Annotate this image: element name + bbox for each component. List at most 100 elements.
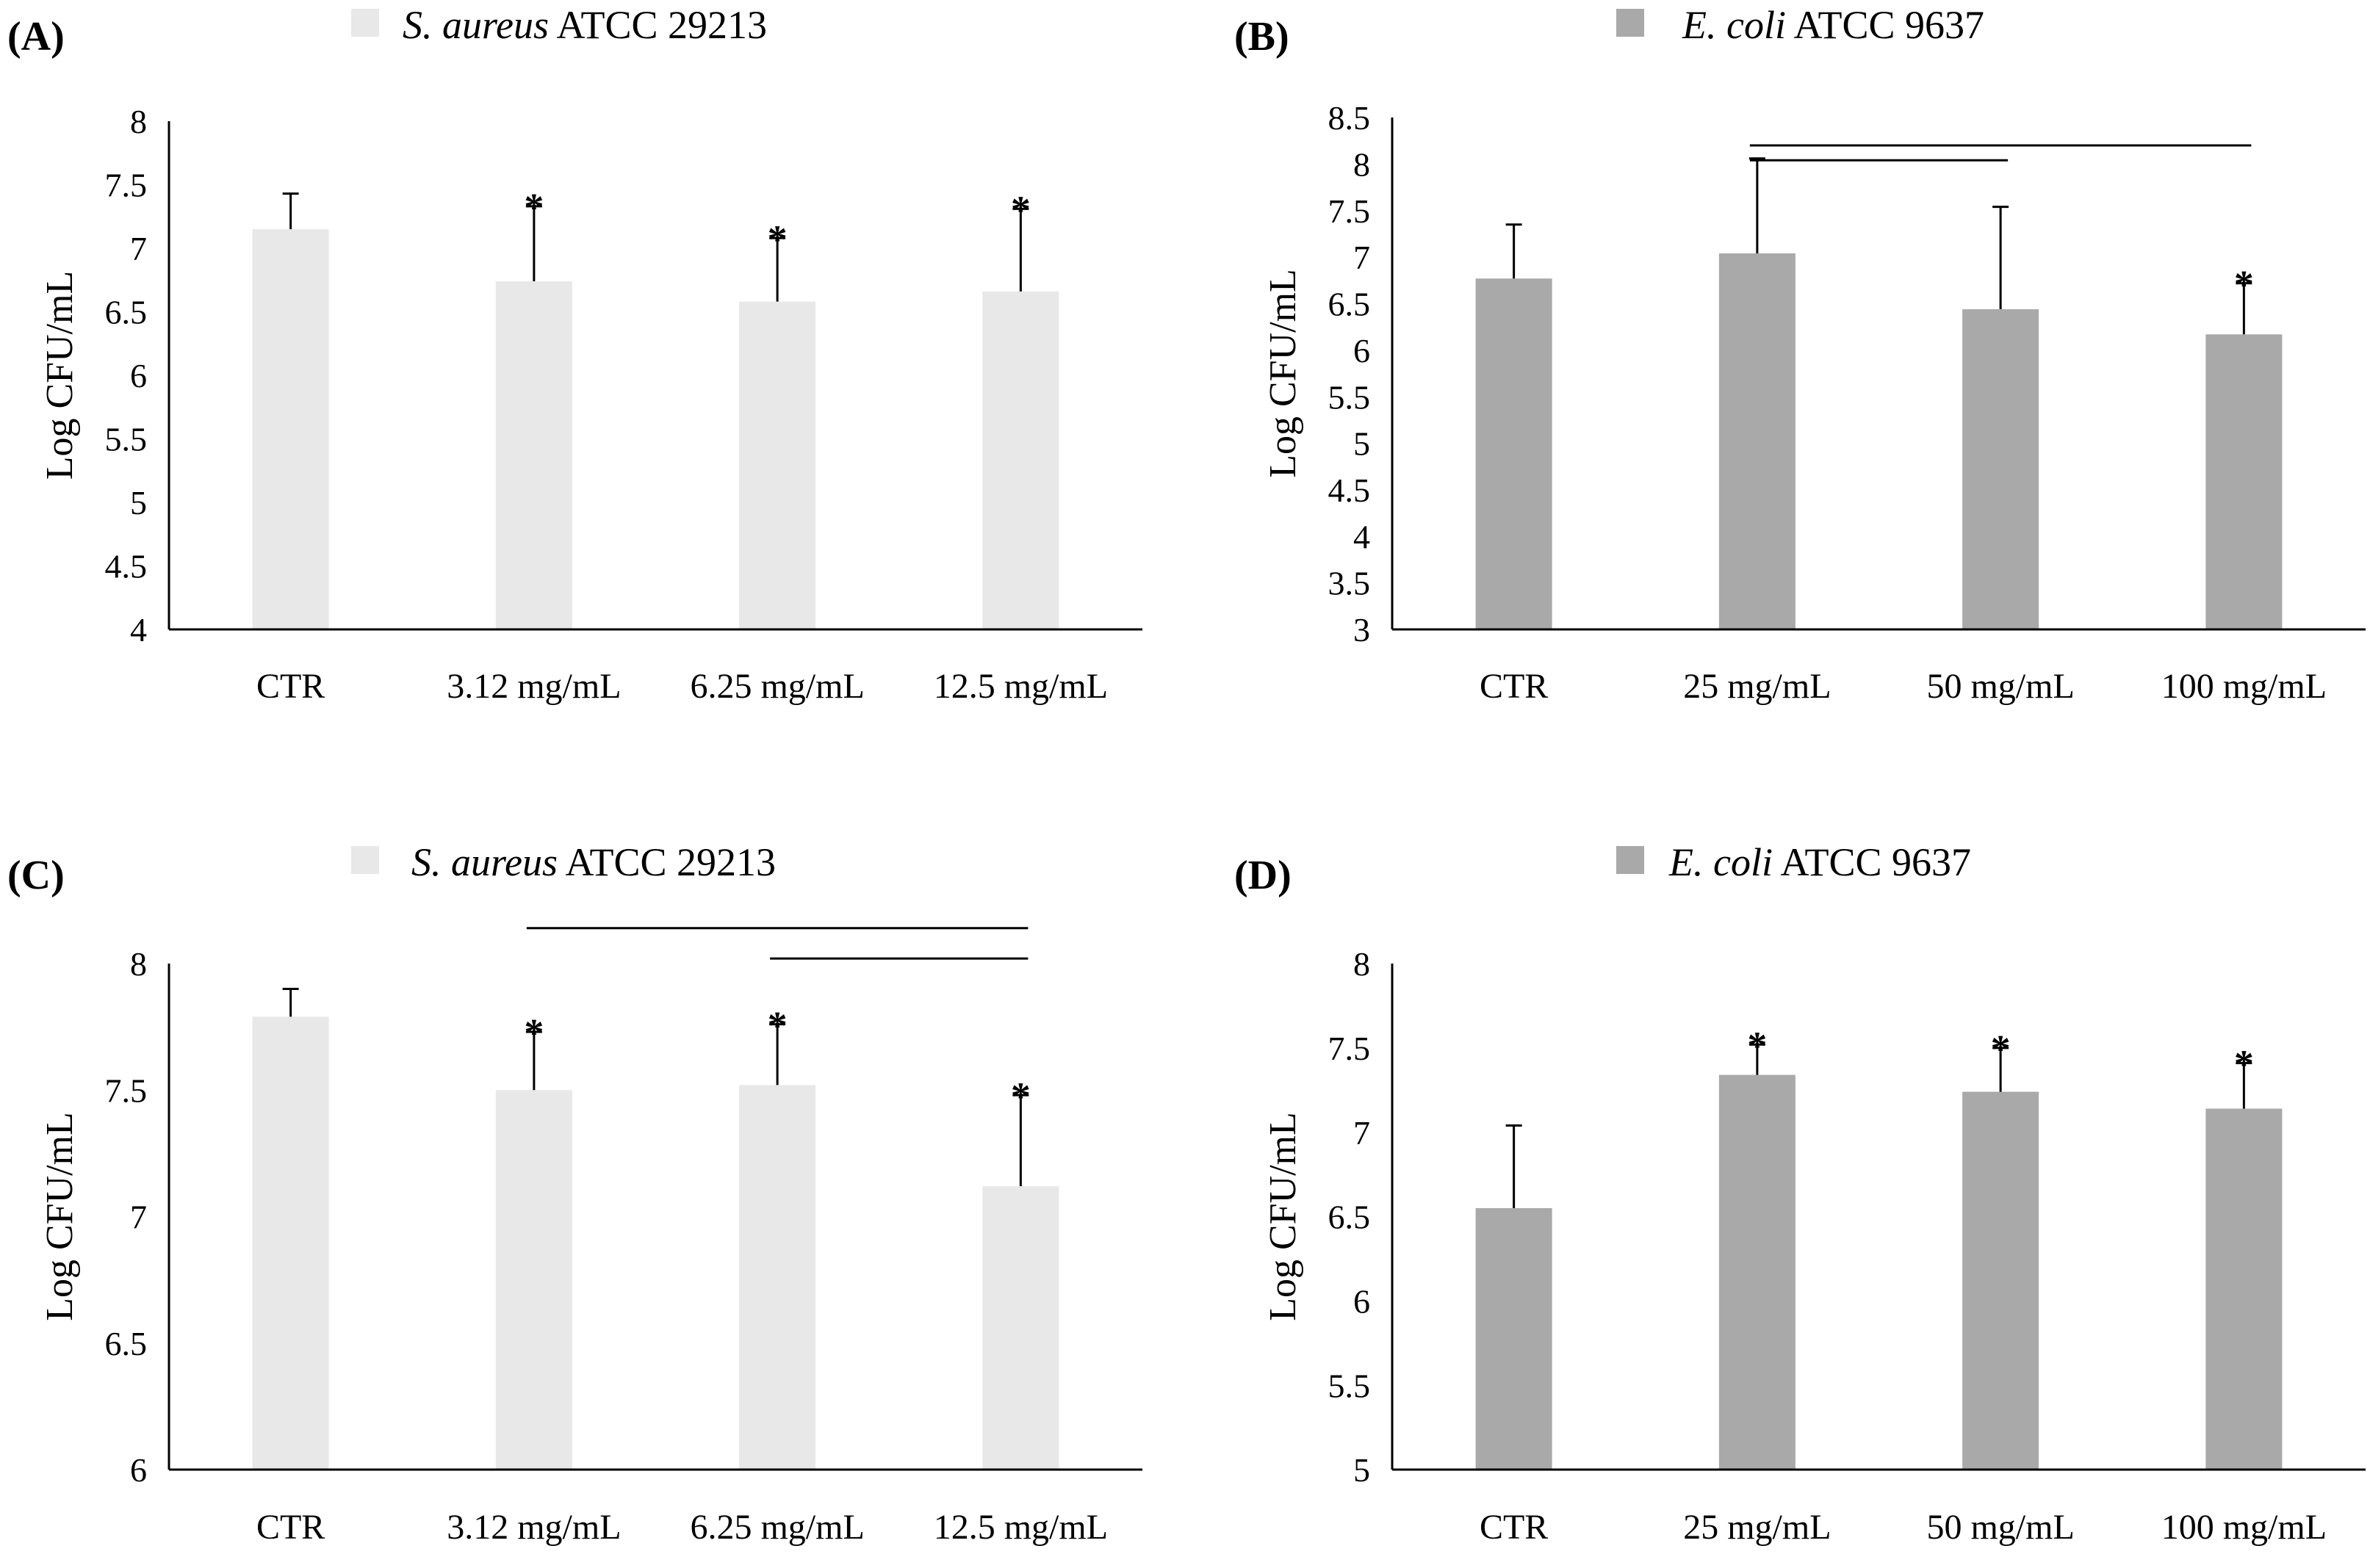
y-tick-label: 7.5 <box>1328 192 1371 230</box>
y-tick-label: 3.5 <box>1328 565 1371 602</box>
legend-swatch <box>351 9 379 37</box>
y-axis-label: Log CFU/mL <box>1262 269 1304 478</box>
significance-mark: * <box>1747 1024 1767 1068</box>
chart-panel-1: (A) S. aureus ATCC 29213 Log CFU/mL 4 4.5 5 5.… <box>7 3 1142 706</box>
significance-mark: * <box>524 186 544 230</box>
legend-label: S. aureus ATCC 29213 <box>403 3 767 47</box>
legend-strain: ATCC 9637 <box>1786 3 1984 47</box>
panel-label: (A) <box>7 14 65 59</box>
significance-mark: * <box>768 217 788 261</box>
significance-mark: * <box>2234 262 2254 306</box>
bar <box>739 1085 816 1470</box>
significance-mark: * <box>1011 188 1031 232</box>
y-tick-label: 5.5 <box>1328 1367 1371 1404</box>
y-tick-label: 8 <box>1353 945 1370 983</box>
y-tick-label: 6.5 <box>105 294 148 331</box>
y-tick-label: 6.5 <box>105 1325 148 1362</box>
x-tick-label: 6.25 mg/mL <box>690 667 864 706</box>
y-tick-label: 7 <box>130 1199 147 1236</box>
y-tick-label: 7 <box>1353 239 1370 276</box>
bar <box>252 1016 329 1470</box>
panel-label: (C) <box>7 853 65 898</box>
significance-mark: * <box>524 1011 544 1055</box>
y-tick-label: 6.5 <box>1328 286 1371 323</box>
panel-label: (D) <box>1234 853 1292 898</box>
bar <box>252 229 329 629</box>
x-tick-label: 12.5 mg/mL <box>934 667 1108 706</box>
legend-strain: ATCC 29213 <box>558 840 776 884</box>
bar <box>982 291 1059 629</box>
y-tick-label: 7.5 <box>1328 1030 1371 1067</box>
chart-panel-4: (D) E. coli ATCC 9637 Log CFU/mL 5 5.5 6 6.5 7 7… <box>1234 840 2366 1547</box>
y-tick-label: 3 <box>1353 611 1370 648</box>
x-tick-label: CTR <box>256 667 325 706</box>
y-axis-label: Log CFU/mL <box>39 1112 81 1321</box>
legend-species: E. coli <box>1668 840 1773 884</box>
bar <box>1475 278 1552 629</box>
significance-mark: * <box>2234 1042 2254 1086</box>
legend-species: E. coli <box>1682 3 1786 47</box>
y-tick-label: 8.5 <box>1328 99 1371 137</box>
y-tick-label: 6 <box>130 357 147 394</box>
x-tick-label: CTR <box>1480 667 1548 706</box>
bar <box>1475 1208 1552 1470</box>
chart-panel-3: (C) S. aureus ATCC 29213 Log CFU/mL 6 6.5 7 7.… <box>7 840 1142 1547</box>
y-tick-label: 7.5 <box>105 167 148 204</box>
x-tick-label: CTR <box>256 1508 325 1547</box>
y-tick-label: 8 <box>1353 145 1370 183</box>
legend-label: E. coli ATCC 9637 <box>1682 3 1984 47</box>
legend-strain: ATCC 29213 <box>549 3 767 47</box>
legend-swatch <box>1616 9 1644 37</box>
bar <box>495 281 572 629</box>
legend-species: S. aureus <box>411 840 558 884</box>
x-tick-label: CTR <box>1480 1508 1548 1547</box>
panel-label: (B) <box>1234 14 1289 59</box>
legend-strain: ATCC 9637 <box>1773 840 1971 884</box>
y-tick-label: 8 <box>130 103 147 140</box>
x-tick-label: 100 mg/mL <box>2161 667 2327 706</box>
y-tick-label: 5 <box>1353 425 1370 463</box>
y-tick-label: 7.5 <box>105 1072 148 1109</box>
significance-mark: * <box>1011 1074 1031 1119</box>
x-tick-label: 25 mg/mL <box>1683 667 1831 706</box>
bar <box>1718 1074 1795 1470</box>
y-tick-label: 4 <box>1353 518 1370 555</box>
x-tick-label: 50 mg/mL <box>1926 1508 2074 1547</box>
y-tick-label: 4.5 <box>1328 472 1371 509</box>
y-tick-label: 4 <box>130 611 147 648</box>
legend-swatch <box>351 846 379 874</box>
y-tick-label: 5 <box>1353 1451 1370 1489</box>
bar <box>495 1090 572 1470</box>
x-tick-label: 12.5 mg/mL <box>934 1508 1108 1547</box>
legend-label: E. coli ATCC 9637 <box>1668 840 1971 884</box>
y-tick-label: 6 <box>1353 332 1370 369</box>
bar <box>2205 334 2283 629</box>
legend-swatch <box>1616 846 1644 874</box>
x-tick-label: 25 mg/mL <box>1683 1508 1831 1547</box>
significance-mark: * <box>768 1003 788 1047</box>
x-tick-label: 50 mg/mL <box>1926 667 2074 706</box>
y-tick-label: 6 <box>130 1451 147 1489</box>
legend-species: S. aureus <box>403 3 549 47</box>
y-tick-label: 7 <box>130 230 147 267</box>
legend-label: S. aureus ATCC 29213 <box>411 840 776 884</box>
x-tick-label: 3.12 mg/mL <box>447 667 621 706</box>
x-tick-label: 3.12 mg/mL <box>447 1508 621 1547</box>
y-tick-label: 5.5 <box>1328 378 1371 416</box>
x-tick-label: 6.25 mg/mL <box>690 1508 864 1547</box>
significance-mark: * <box>1991 1027 2011 1072</box>
y-tick-label: 8 <box>130 945 147 983</box>
y-tick-label: 5 <box>130 484 147 521</box>
y-tick-label: 6.5 <box>1328 1199 1371 1236</box>
chart-panel-2: (B) E. coli ATCC 9637 Log CFU/mL 3 3.5 4 4.5 5 5… <box>1234 3 2366 706</box>
y-tick-label: 5.5 <box>105 421 148 458</box>
y-tick-label: 6 <box>1353 1282 1370 1320</box>
bar <box>2205 1108 2283 1470</box>
y-tick-label: 4.5 <box>105 548 148 585</box>
y-axis-label: Log CFU/mL <box>1262 1112 1304 1321</box>
bar <box>982 1186 1059 1470</box>
bar <box>1718 253 1795 629</box>
y-axis-label: Log CFU/mL <box>39 271 81 480</box>
bar <box>1962 309 2039 629</box>
